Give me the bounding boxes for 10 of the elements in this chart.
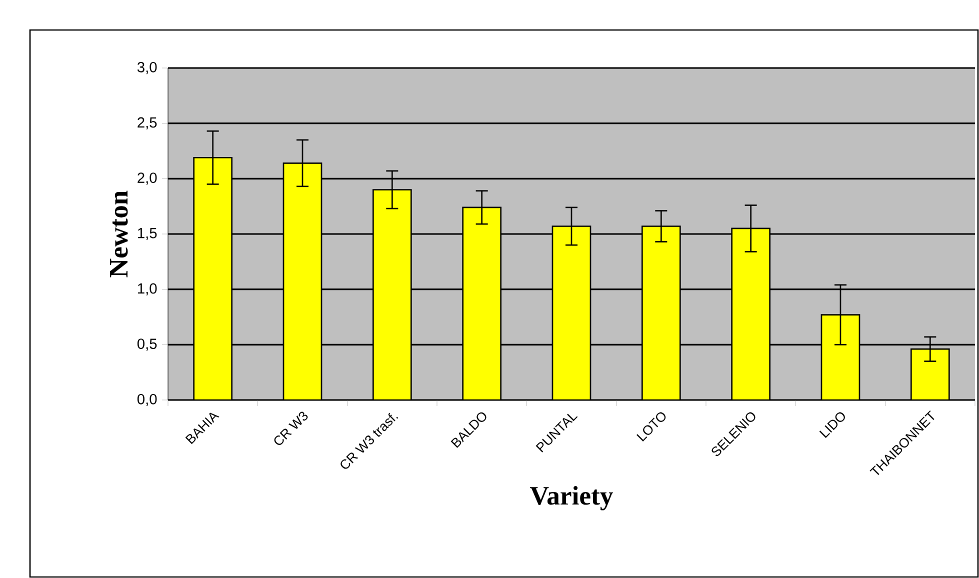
y-axis-title: Newton — [110, 190, 128, 278]
y-tick-label: 3,0 — [137, 62, 157, 74]
y-tick-label: 0,0 — [137, 394, 157, 406]
y-tick-label: 1,0 — [138, 283, 157, 296]
x-tick-label: CR W3 — [274, 412, 308, 445]
y-tick-label: 0,5 — [137, 338, 157, 351]
y-tick-label: 1,5 — [138, 228, 157, 240]
x-axis-title: Variety — [530, 486, 613, 510]
y-tick-label: 2,5 — [138, 117, 157, 130]
y-tick-label: 2,0 — [138, 172, 157, 185]
